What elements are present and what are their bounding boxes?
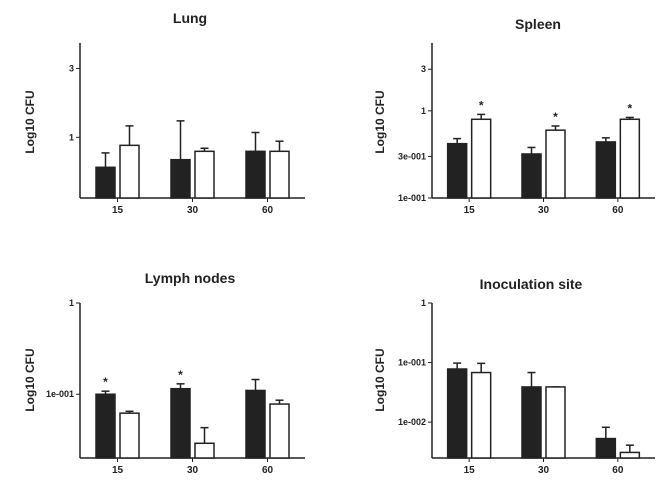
- bar: [470, 118, 492, 199]
- y-tick-label: 1e-002: [398, 417, 426, 427]
- bar: [170, 387, 191, 459]
- bar: [245, 389, 266, 459]
- x-tick-label: 60: [262, 205, 274, 216]
- bar: [521, 153, 542, 199]
- x-tick-label: 60: [262, 465, 274, 476]
- significance-marker: *: [178, 368, 183, 382]
- x-tick-label: 15: [464, 465, 476, 476]
- x-tick-label: 30: [538, 465, 550, 476]
- x-tick-label: 30: [187, 205, 199, 216]
- bar: [170, 158, 191, 199]
- bar: [446, 368, 468, 459]
- y-tick-label: 1: [421, 106, 426, 116]
- bar: [470, 371, 492, 459]
- bar: [595, 141, 617, 199]
- x-tick-label: 30: [538, 205, 550, 216]
- y-tick-label: 3: [421, 64, 426, 74]
- y-tick-label: 1e-001: [46, 389, 74, 399]
- y-tick-label: 1: [69, 298, 74, 308]
- y-tick-label: 1e-001: [398, 358, 426, 368]
- bar: [619, 451, 641, 459]
- bar: [95, 393, 116, 459]
- chart-title: Inoculation site: [479, 276, 583, 292]
- bar: [595, 437, 617, 459]
- bar: [194, 442, 215, 459]
- bar: [545, 386, 566, 459]
- significance-marker: *: [479, 98, 484, 112]
- bar: [619, 118, 641, 199]
- chart-title: Lung: [172, 10, 208, 26]
- chart-title: Lymph nodes: [144, 270, 236, 286]
- y-tick-label: 1: [69, 132, 74, 142]
- x-tick-label: 15: [112, 465, 124, 476]
- significance-marker: *: [553, 110, 558, 124]
- chart-title: Spleen: [515, 16, 561, 32]
- y-tick-label: 1: [421, 298, 426, 308]
- bar: [95, 166, 116, 199]
- bar: [119, 144, 140, 199]
- bar: [245, 150, 266, 199]
- x-tick-label: 15: [464, 205, 476, 216]
- y-tick-label: 1e-001: [398, 193, 426, 203]
- significance-marker: *: [103, 375, 108, 389]
- bar: [521, 386, 542, 459]
- bar: [194, 150, 215, 199]
- significance-marker: *: [627, 101, 632, 115]
- bar: [269, 150, 290, 199]
- bar: [119, 412, 140, 459]
- y-tick-label: 3e-001: [398, 151, 426, 161]
- bar: [269, 403, 290, 459]
- bar: [545, 129, 566, 199]
- x-tick-label: 15: [112, 205, 124, 216]
- x-tick-label: 30: [187, 465, 199, 476]
- x-tick-label: 60: [612, 465, 624, 476]
- x-tick-label: 60: [612, 205, 624, 216]
- bar: [446, 142, 468, 199]
- y-tick-label: 3: [69, 63, 74, 73]
